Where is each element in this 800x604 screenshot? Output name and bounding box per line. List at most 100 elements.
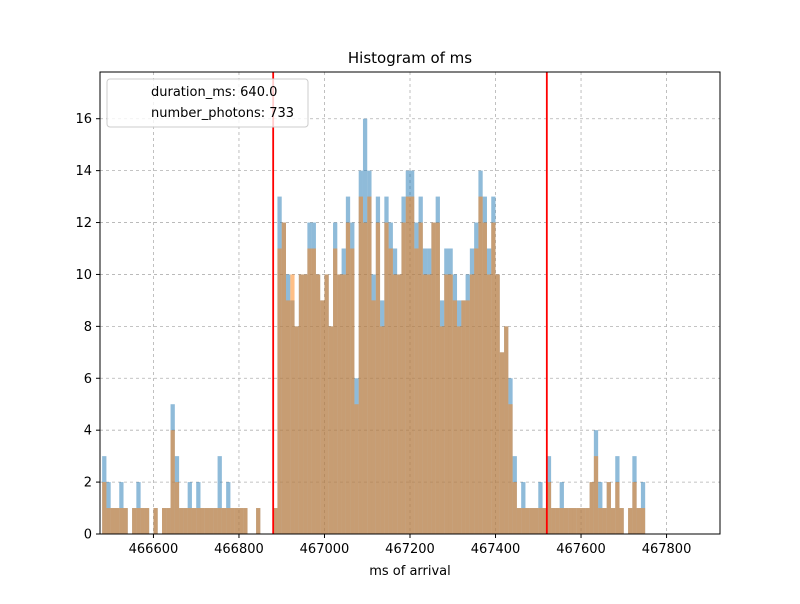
histogram-bar-series-2 — [350, 248, 355, 534]
histogram-bar-series-2 — [213, 508, 218, 534]
histogram-bar-series-2 — [196, 508, 201, 534]
histogram-bar-series-2 — [512, 482, 517, 534]
histogram-bar-series-2 — [439, 326, 445, 534]
histogram-bar-series-2 — [294, 326, 299, 534]
histogram-bar-series-2 — [179, 508, 184, 534]
histogram-bar-series-2 — [367, 196, 372, 534]
histogram-bar-series-2 — [593, 456, 599, 534]
histogram-bar-series-2 — [504, 326, 509, 534]
histogram-bar-series-2 — [362, 222, 368, 535]
histogram-bar-series-2 — [230, 508, 235, 534]
histogram-bar-series-2 — [290, 274, 295, 534]
legend: duration_ms: 640.0 number_photons: 733 — [106, 78, 309, 128]
histogram-bar-series-2 — [119, 508, 124, 534]
histogram-bar-series-2 — [491, 222, 496, 535]
histogram-bar-series-1 — [106, 482, 111, 534]
histogram-bar-series-2 — [102, 482, 107, 534]
histogram-bar-series-2 — [546, 482, 552, 534]
histogram-bar-series-2 — [183, 508, 188, 534]
histogram-bar-series-2 — [589, 482, 594, 534]
ticks-layer: 466600 466800 467000 467200 467400 467600 4678… — [75, 112, 691, 557]
histogram-bar-series-2 — [384, 222, 389, 535]
histogram-bar-series-2 — [529, 508, 534, 534]
legend-entry-photons: number_photons: 733 — [151, 106, 294, 121]
histogram-bar-series-2 — [204, 508, 210, 534]
histogram-bar-series-2 — [444, 274, 449, 534]
histogram-bar-series-2 — [495, 274, 500, 534]
histogram-bar-series-2 — [187, 508, 192, 534]
y-tick-label: 6 — [84, 372, 92, 387]
histogram-bar-series-2 — [435, 222, 440, 535]
histogram-bar-series-2 — [333, 248, 338, 534]
histogram-bar-series-2 — [427, 274, 432, 534]
bars-layer — [102, 118, 646, 535]
histogram-bar-series-2 — [576, 508, 582, 534]
histogram-bar-series-2 — [174, 482, 180, 534]
histogram-bar-series-2 — [144, 508, 150, 534]
histogram-bar-series-2 — [551, 508, 556, 534]
y-tick-label: 10 — [75, 268, 92, 283]
histogram-bar-series-2 — [170, 430, 175, 534]
histogram-bar-series-2 — [563, 508, 569, 534]
vertical-lines-layer — [272, 72, 548, 534]
histogram-bar-series-2 — [303, 274, 308, 534]
y-tick-label: 4 — [84, 424, 92, 439]
histogram-bar-series-2 — [341, 274, 346, 534]
histogram-bar-series-2 — [140, 508, 145, 534]
histogram-bar-series-1 — [187, 482, 192, 534]
histogram-bar-series-2 — [499, 352, 505, 534]
histogram-bar-series-2 — [281, 222, 286, 535]
histogram-bar-series-2 — [136, 508, 141, 534]
y-tick-label: 0 — [84, 528, 92, 543]
histogram-bar-series-2 — [337, 274, 342, 534]
histogram-bar-series-2 — [486, 274, 492, 534]
histogram-bar-series-2 — [286, 300, 291, 534]
histogram-bar-series-1 — [217, 456, 222, 534]
histogram-bar-series-2 — [191, 508, 197, 534]
histogram-bar-series-2 — [615, 482, 620, 534]
histogram-bar-series-2 — [598, 508, 603, 534]
histogram-bar-series-2 — [375, 222, 381, 535]
histogram-bar-series-2 — [311, 248, 316, 534]
histogram-bar-series-2 — [328, 326, 334, 534]
histogram-bar-series-1 — [136, 482, 141, 534]
histogram-bar-series-2 — [256, 508, 261, 534]
histogram-bar-series-2 — [221, 508, 227, 534]
histogram-bar-series-2 — [388, 248, 393, 534]
histogram-bar-series-2 — [465, 300, 470, 534]
histogram-bar-series-2 — [538, 508, 543, 534]
histogram-bar-series-2 — [585, 508, 590, 534]
histogram-bar-series-2 — [315, 274, 321, 534]
histogram-bar-series-2 — [636, 508, 641, 534]
histogram-bar-series-2 — [238, 508, 244, 534]
histogram-bar-series-2 — [525, 508, 530, 534]
histogram-bar-series-2 — [234, 508, 239, 534]
histogram-bar-series-2 — [401, 222, 406, 535]
x-tick-label: 467200 — [385, 542, 435, 557]
histogram-bar-series-2 — [209, 508, 214, 534]
histogram-bar-series-2 — [217, 508, 222, 534]
histogram-bar-series-1 — [559, 482, 564, 534]
histogram-bar-series-2 — [431, 222, 436, 535]
histogram-bar-series-2 — [324, 274, 329, 534]
x-tick-label: 467400 — [471, 542, 521, 557]
histogram-bar-series-2 — [110, 508, 115, 534]
histogram-bar-series-2 — [568, 508, 573, 534]
histogram-bar-series-2 — [153, 508, 158, 534]
y-tick-label: 8 — [84, 320, 92, 335]
histogram-bar-series-2 — [345, 222, 351, 535]
histogram-bar-series-2 — [448, 274, 453, 534]
y-tick-label: 2 — [84, 476, 92, 491]
histogram-bar-series-2 — [371, 300, 376, 534]
histogram-bar-series-2 — [619, 508, 624, 534]
histogram-bar-series-2 — [320, 300, 325, 534]
y-tick-label: 16 — [75, 112, 92, 127]
histogram-bar-series-2 — [508, 404, 513, 534]
histogram-bar-series-2 — [410, 196, 415, 534]
histogram-bar-series-2 — [226, 508, 231, 534]
histogram-bar-series-2 — [628, 508, 633, 534]
histogram-bar-series-2 — [610, 508, 616, 534]
x-axis-label: ms of arrival — [369, 564, 451, 579]
histogram-bar-series-2 — [273, 508, 278, 534]
histogram-bar-series-2 — [414, 248, 419, 534]
